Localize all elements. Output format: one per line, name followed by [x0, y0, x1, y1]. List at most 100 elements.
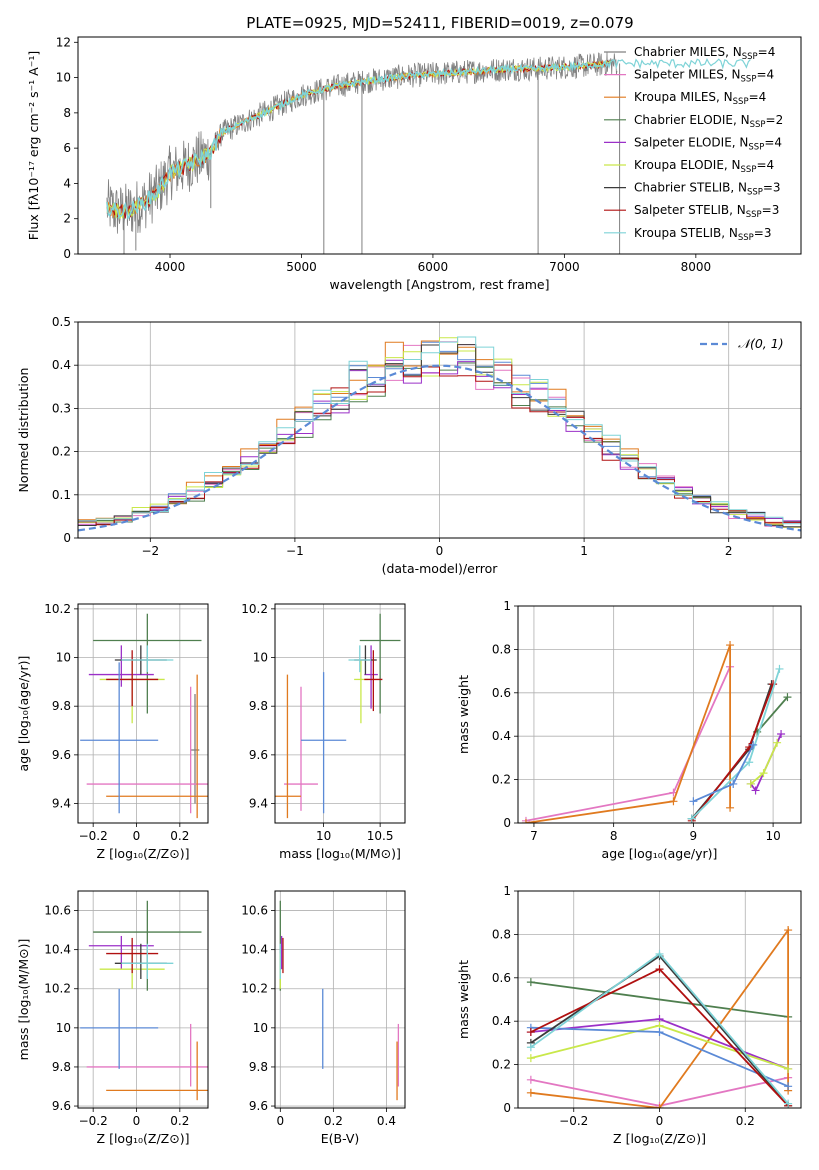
- x-tick-label: 0.2: [736, 1114, 755, 1128]
- y-tick-label: 10: [56, 651, 71, 665]
- series-marker: [526, 1043, 535, 1052]
- legend-entry-sub: SSP: [748, 142, 764, 152]
- x-tick-label: 0.2: [324, 1114, 343, 1128]
- mass-vs-ebv-marks: [279, 900, 400, 1101]
- spectrum-marks: [106, 52, 751, 254]
- x-tick-label: 8000: [681, 260, 712, 274]
- series-marker: [759, 769, 768, 778]
- series-marker: [526, 1028, 535, 1037]
- y-tick-label: 0: [503, 816, 511, 830]
- y-tick-label: 0: [63, 531, 71, 545]
- plot-frame: [77, 321, 802, 539]
- series-marker: [751, 786, 760, 795]
- legend-entry-text: Kroupa ELODIE, N: [634, 158, 741, 172]
- series-marker: [655, 965, 664, 974]
- x-tick-label: −0.2: [79, 829, 108, 843]
- x-tick-label: 1: [580, 544, 588, 558]
- series-line: [530, 981, 789, 1018]
- series-marker: [777, 730, 786, 739]
- legend-entry-tail: =4: [756, 158, 774, 172]
- legend-entry-sub: SSP: [750, 120, 766, 130]
- legend-entry-tail: =4: [749, 90, 767, 104]
- y-tick-label: 1: [503, 599, 511, 613]
- y-tick-label: 9.8: [249, 1060, 268, 1074]
- x-tick-label: 0.2: [170, 1114, 189, 1128]
- y-tick-label: 0.2: [492, 1058, 511, 1072]
- y-tick-label: 9.8: [52, 1060, 71, 1074]
- series-marker: [749, 740, 758, 749]
- mass-weight-vs-Z-axes: −0.2 0 0.2 0 0.2 0.4 0.6 0.8 1 Z [log₁₀(Z/Z⊙)] mas…: [456, 884, 801, 1146]
- plot-frame: [517, 605, 802, 824]
- y-tick-label: 1: [503, 884, 511, 898]
- spectrum-axes: 4000 5000 6000 7000 8000 0 2 4 6 8 10 12 wavelength …: [26, 35, 711, 292]
- x-tick-label: 0: [436, 544, 444, 558]
- age-vs-mass-marks: [275, 613, 401, 819]
- series-marker: [689, 797, 698, 806]
- x-tick-label: 10.5: [367, 829, 394, 843]
- x-tick-label: −0.2: [559, 1114, 588, 1128]
- y-axis-label: Normed distribution: [16, 368, 31, 493]
- legend-entry-text: Kroupa STELIB, N: [634, 226, 738, 240]
- y-tick-label: 9.8: [52, 699, 71, 713]
- y-tick-label: 0.3: [52, 401, 71, 415]
- plot-frame: [274, 603, 406, 824]
- series-marker: [726, 641, 735, 650]
- series-marker: [783, 693, 792, 702]
- series-marker: [746, 779, 755, 788]
- y-tick-label: 2: [63, 212, 71, 226]
- model-fit-line: [106, 59, 611, 218]
- y-tick-label: 10.2: [44, 602, 71, 616]
- y-axis-label: mass weight: [456, 675, 471, 754]
- age-vs-Z-marks: [80, 613, 208, 819]
- series-marker: [726, 803, 735, 812]
- x-tick-label: 4000: [155, 260, 186, 274]
- x-tick-label: 7000: [549, 260, 580, 274]
- legend-entry: Chabrier STELIB, NSSP=3: [634, 181, 781, 198]
- series-marker: [729, 779, 738, 788]
- series-marker: [526, 978, 535, 987]
- x-tick-label: 9: [690, 829, 698, 843]
- legend-entry-text: Chabrier ELODIE, N: [634, 113, 750, 127]
- y-tick-label: 0.5: [52, 315, 71, 329]
- legend-entry: 𝒩(0, 1): [738, 336, 784, 351]
- residual-hist-axes: −2 −1 0 1 2 0 0.1 0.2 0.3 0.4 0.5 (data-model)/erro…: [16, 315, 801, 576]
- legend-entry-text: Salpeter ELODIE, N: [634, 135, 748, 149]
- x-axis-label: age [log₁₀(age/yr)]: [602, 846, 718, 861]
- legend-entry-sub: SSP: [741, 75, 757, 85]
- legend-entry: Kroupa MILES, NSSP=4: [634, 90, 766, 107]
- y-tick-label: 12: [56, 35, 71, 49]
- y-tick-label: 8: [63, 106, 71, 120]
- hist-legend: 𝒩(0, 1): [700, 336, 784, 351]
- series-marker: [687, 814, 696, 823]
- normal-curve: [78, 364, 801, 532]
- x-tick-label: 8: [610, 829, 618, 843]
- series-line: [756, 696, 789, 733]
- legend-entry-text: Salpeter MILES, N: [634, 68, 741, 82]
- y-tick-label: 4: [63, 176, 71, 190]
- series-marker: [784, 1082, 793, 1091]
- legend-entry-text: Chabrier STELIB, N: [634, 181, 747, 195]
- y-tick-label: 0.4: [492, 729, 511, 743]
- model-fit-line: [106, 59, 611, 219]
- legend-entry: Salpeter ELODIE, NSSP=4: [634, 135, 782, 152]
- x-tick-label: 7: [530, 829, 538, 843]
- series-line: [525, 644, 731, 823]
- x-axis-label: Z [log₁₀(Z/Z⊙)]: [97, 1131, 190, 1146]
- y-tick-label: 10.2: [44, 982, 71, 996]
- histogram-step: [78, 364, 801, 526]
- y-tick-label: 10: [253, 651, 268, 665]
- x-tick-label: 10: [316, 829, 331, 843]
- y-axis-label: Flux [fλ10⁻¹⁷ erg cm⁻² s⁻¹ A⁻¹]: [26, 51, 41, 240]
- legend-entry-tail: =2: [766, 113, 784, 127]
- series-marker: [773, 738, 782, 747]
- legend-entry: Kroupa ELODIE, NSSP=4: [634, 158, 774, 175]
- plot-frame: [77, 890, 209, 1109]
- series-marker: [784, 1064, 793, 1073]
- legend-entry-sub: SSP: [738, 233, 754, 243]
- y-tick-label: 0.2: [52, 445, 71, 459]
- plot-frame: [77, 603, 209, 824]
- x-axis-label: (data-model)/error: [382, 561, 499, 576]
- y-tick-label: 0.4: [492, 1014, 511, 1028]
